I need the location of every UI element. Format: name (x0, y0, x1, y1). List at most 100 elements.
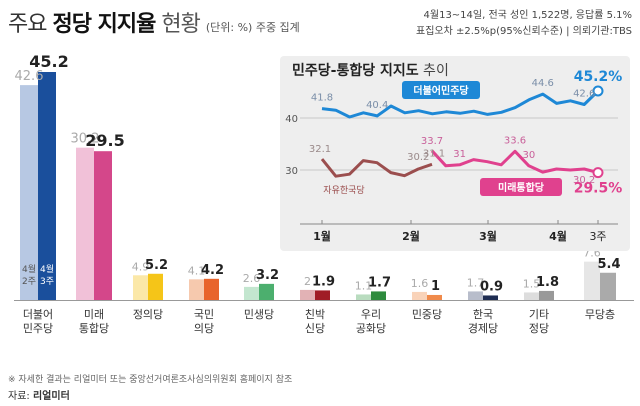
bar-label-curr-1: 29.5 (85, 131, 124, 150)
bar-prev-2 (133, 275, 148, 300)
bar-label-curr-2: 5.2 (145, 258, 168, 273)
bar-label-curr-9: 1.8 (536, 275, 559, 290)
dem-end-marker (592, 85, 604, 97)
bar-curr-9 (539, 290, 554, 300)
bar-curr-6 (371, 291, 386, 300)
bar-prev-0 (20, 85, 38, 300)
bar-curr-10 (600, 272, 616, 300)
data-label-dem-3: 42.6 (573, 88, 595, 99)
bar-label-curr-3: 4.2 (201, 263, 224, 278)
bar-prev-9 (524, 292, 539, 300)
bar-curr-4 (259, 283, 274, 300)
category-label-0-1: 민주당 (23, 322, 53, 335)
bar-prev-5 (300, 289, 315, 300)
data-label-united-3: 30 (522, 150, 535, 161)
category-label-3-0: 국민 (194, 308, 214, 321)
data-label-lkp-1: 30.2 (407, 152, 429, 163)
data-label-united-2: 33.6 (504, 135, 526, 146)
survey-info-line1: 4월13~14일, 전국 성인 1,522명, 응답률 5.1% (423, 10, 632, 21)
bar-label-prev-8: 1.7 (467, 276, 485, 289)
category-label-8-1: 경제당 (468, 322, 498, 335)
bar-curr-7 (427, 294, 442, 300)
survey-info-line2: 표집오차 ±2.5%p(95%신뢰수준) | 의뢰기관:TBS (416, 26, 632, 37)
bar-label-curr-10: 5.4 (597, 257, 620, 272)
x-tick-4: 3주 (589, 230, 606, 243)
category-label-7-0: 민중당 (412, 308, 442, 321)
trend-title-bold: 민주당-통합당 지지도 (292, 62, 419, 79)
bar-label-prev-0: 42.6 (15, 69, 44, 84)
data-label-united-last: 29.5% (574, 181, 623, 197)
category-label-2-0: 정의당 (133, 308, 163, 321)
x-tick-2: 3월 (479, 229, 497, 243)
trend-chart-panel: 민주당-통합당 지지도 추이 40 30 1월 2월 3월 4월 3주 41.8 40.4 44.6… (280, 56, 630, 251)
bar-label-curr-0: 45.2 (29, 52, 68, 71)
series-label-prev-0: 4월 (22, 263, 36, 275)
data-label-dem-0: 41.8 (311, 93, 333, 104)
bar-label-prev-4: 2.6 (243, 272, 261, 285)
source-credit: 자료: 리얼미터 (8, 387, 70, 402)
trend-chart-title: 민주당-통합당 지지도 추이 (292, 62, 449, 79)
legend-tag-dem (402, 81, 480, 99)
data-label-united-1: 31 (453, 149, 466, 160)
page-title: 주요 정당 지지율 현황 (단위: %) 주중 집계 (8, 6, 300, 38)
x-tick-1: 2월 (402, 229, 420, 243)
bar-curr-8 (483, 295, 498, 300)
support-trend-line-chart: 민주당-통합당 지지도 추이 40 30 1월 2월 3월 4월 3주 41.8 40.4 44.6… (285, 62, 623, 243)
bar-prev-7 (412, 291, 427, 300)
bar-prev-10 (584, 261, 600, 300)
trend-title-rest: 추이 (419, 63, 449, 79)
category-label-1-0: 미래 (84, 308, 104, 321)
title-part3: 현황 (161, 12, 200, 37)
bar-label-curr-5: 1.9 (312, 274, 335, 289)
x-tick-0: 1월 (313, 229, 331, 243)
data-label-dem-2: 44.6 (532, 78, 554, 89)
legend-label-united: 미래통합당 (498, 181, 545, 194)
unit-note: (단위: %) 주중 집계 (205, 21, 300, 34)
category-label-10-0: 무당층 (585, 308, 615, 321)
category-label-4-0: 민생당 (244, 308, 274, 321)
category-label-8-0: 한국 (473, 308, 493, 321)
bar-curr-2 (148, 273, 163, 300)
bar-label-prev-1: 30.2 (71, 132, 100, 147)
category-label-0-0: 더불어 (23, 308, 53, 321)
category-label-1-1: 통합당 (79, 322, 109, 335)
y-tick-40: 40 (285, 114, 298, 125)
bar-label-prev-5: 2 (304, 275, 311, 288)
data-label-united-0: 33.7 (421, 136, 443, 147)
title-part2: 정당 지지율 (52, 12, 156, 37)
bar-label-curr-6: 1.7 (368, 275, 391, 290)
bar-prev-6 (356, 294, 371, 300)
category-label-5-0: 친박 (305, 308, 325, 321)
series-label-curr-0: 4월 (40, 263, 54, 275)
bar-label-prev-2: 4.9 (132, 260, 150, 273)
legend-label-lkp: 자유한국당 (323, 185, 364, 196)
bar-prev-8 (468, 291, 483, 300)
legend-tag-united (480, 178, 562, 196)
footnote: ※ 자세한 결과는 리얼미터 또는 중앙선거여론조사심의위원회 홈페이지 참조 (8, 375, 293, 385)
series-line-lkp (320, 158, 433, 178)
legend-label-dem: 더불어민주당 (413, 84, 469, 97)
series-label-prev-1: 2주 (22, 276, 36, 287)
category-label-5-1: 신당 (305, 322, 325, 335)
category-label-6-1: 공화당 (356, 322, 386, 335)
series-line-dem (321, 89, 600, 119)
bar-prev-4 (244, 286, 259, 300)
category-label-3-1: 의당 (194, 322, 214, 335)
bar-curr-5 (315, 290, 330, 300)
bar-label-curr-7: 1 (431, 279, 440, 294)
y-tick-30: 30 (285, 166, 298, 177)
source-label: 자료: (8, 391, 30, 402)
data-label-lkp-2: 31.1 (423, 148, 445, 159)
bar-label-prev-6: 1.1 (355, 279, 373, 292)
category-label-9-0: 기타 (529, 308, 549, 321)
x-tick-3: 4월 (549, 229, 567, 243)
data-label-lkp-0: 32.1 (309, 144, 331, 155)
series-label-curr-1: 3주 (40, 276, 54, 287)
bar-label-prev-3: 4.1 (188, 264, 206, 277)
bar-label-prev-7: 1.6 (411, 277, 429, 290)
source-name: 리얼미터 (32, 391, 70, 402)
bar-prev-1 (76, 147, 94, 300)
bar-prev-3 (189, 279, 204, 300)
category-label-6-0: 우리 (361, 308, 381, 321)
